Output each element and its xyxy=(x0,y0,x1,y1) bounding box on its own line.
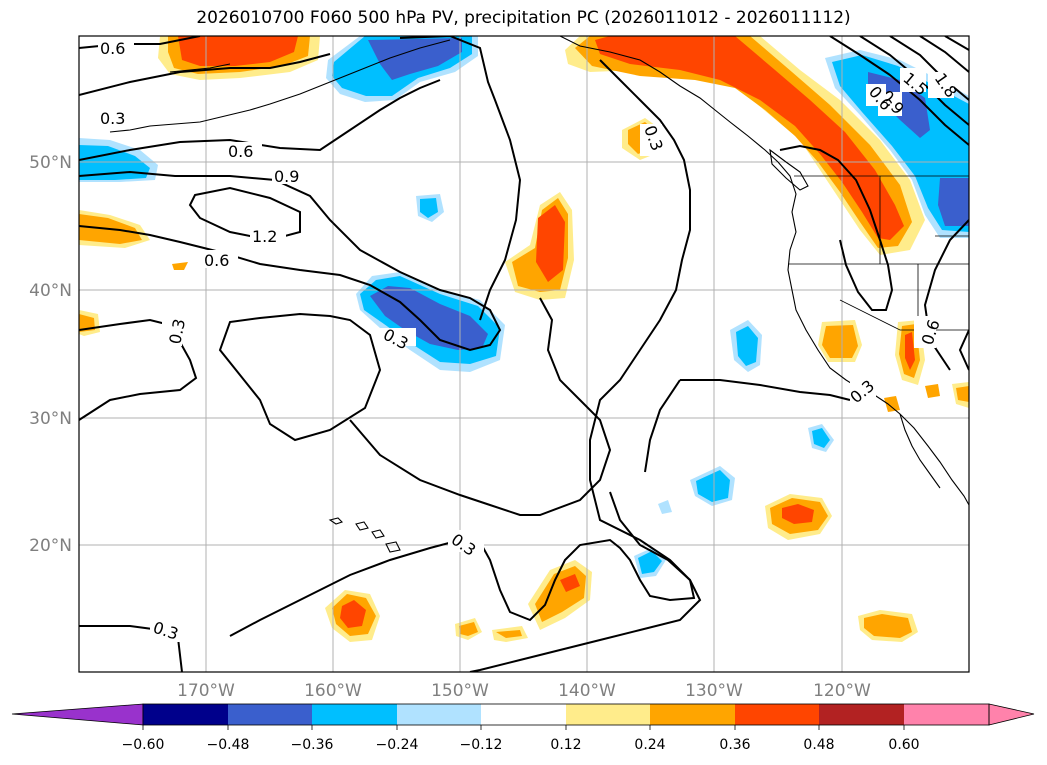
lon-label: 130°W xyxy=(685,681,743,701)
colorbar-segment xyxy=(397,704,481,725)
latitude-labels: 50°N 40°N 30°N 20°N xyxy=(29,153,72,556)
precip-anomaly-positive-tropical xyxy=(325,560,592,642)
colorbar-extend-low xyxy=(11,703,144,726)
lon-label: 160°W xyxy=(304,681,362,701)
contour-label: 0.9 xyxy=(274,167,299,186)
longitude-labels: 170°W 160°W 150°W 140°W 130°W 120°W xyxy=(177,681,871,701)
precip-anomaly-negative-offshore xyxy=(730,320,834,452)
map-title: 2026010700 F060 500 hPa PV, precipitatio… xyxy=(196,8,851,28)
colorbar-tick-label: −0.12 xyxy=(460,737,503,753)
lon-label: 170°W xyxy=(177,681,235,701)
precip-anomaly-positive-subtropical xyxy=(765,494,918,642)
colorbar-segment xyxy=(143,704,228,725)
colorbar-tick-label: 0.48 xyxy=(803,737,834,753)
colorbar-segment xyxy=(312,704,397,725)
colorbar-extend-high xyxy=(988,703,1035,726)
colorbar-tick-label: 0.24 xyxy=(634,737,665,753)
plot-frame xyxy=(78,35,970,673)
lon-label: 140°W xyxy=(558,681,616,701)
lat-label: 50°N xyxy=(29,153,72,173)
contour-label: 0.6 xyxy=(204,251,229,270)
contour-label: 0.6 xyxy=(228,142,253,161)
lat-label: 30°N xyxy=(29,409,72,429)
contour-label: 1.2 xyxy=(252,227,277,246)
colorbar-segment xyxy=(481,704,566,725)
colorbar-tick-label: −0.60 xyxy=(122,737,165,753)
colorbar-tick-label: 0.36 xyxy=(719,737,750,753)
lon-label: 120°W xyxy=(813,681,871,701)
coastlines xyxy=(109,36,969,553)
colorbar: −0.60 −0.48 −0.36 −0.24 −0.12 0.12 0.24 … xyxy=(11,703,1035,753)
colorbar-segment xyxy=(566,704,650,725)
colorbar-segment xyxy=(735,704,819,725)
colorbar-segment xyxy=(904,704,989,725)
contour-label: 0.3 xyxy=(100,109,125,128)
precip-anomaly-positive-central xyxy=(505,192,574,300)
pv-contours xyxy=(79,36,969,672)
lat-label: 40°N xyxy=(29,281,72,301)
contour-label: 0.6 xyxy=(100,39,125,58)
colorbar-segment xyxy=(650,704,735,725)
precip-anomaly-negative-small xyxy=(416,194,444,222)
lon-label: 150°W xyxy=(431,681,489,701)
graticule xyxy=(79,36,969,672)
precip-anomaly-negative-gulf-alaska xyxy=(326,36,478,102)
contour-label: 0.3 xyxy=(165,317,189,346)
colorbar-tick-label: −0.36 xyxy=(291,737,334,753)
colorbar-segment xyxy=(228,704,312,725)
colorbar-tick-label: −0.48 xyxy=(207,737,250,753)
political-borders xyxy=(788,175,969,331)
colorbar-tick-label: 0.12 xyxy=(550,737,581,753)
colorbar-tick-label: −0.24 xyxy=(376,737,419,753)
lat-label: 20°N xyxy=(29,536,72,556)
colorbar-segment xyxy=(819,704,904,725)
colorbar-tick-label: 0.60 xyxy=(888,737,919,753)
